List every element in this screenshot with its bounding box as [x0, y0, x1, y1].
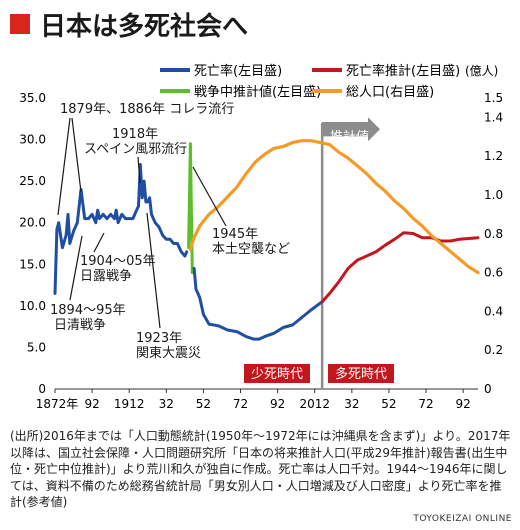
legend-label-total-population: 総人口(右目盛)	[346, 85, 434, 100]
chart-title: 日本は多死社会へ	[40, 12, 249, 42]
annotation-sino-japanese: 日清戦争	[54, 318, 106, 333]
publisher-credit: TOYOKEIZAI ONLINE	[413, 514, 512, 524]
right-axis-unit: (億人)	[465, 64, 498, 78]
right-tick-label: 0.4	[484, 304, 503, 318]
legend: 死亡率(左目盛) 死亡率推計(左目盛) 戦争中推計値(左目盛) 総人口(右目盛)…	[160, 63, 498, 100]
annotation-earthquake-year: 1923年	[136, 331, 182, 346]
annotation-air-raid: 本土空襲など	[212, 241, 290, 257]
arrow-sino-japanese	[69, 235, 83, 301]
band-high-death-label: 多死時代	[335, 366, 387, 382]
x-tick-label: 1872年	[36, 397, 79, 411]
arrow-flu	[137, 156, 141, 184]
right-tick-label: 1.5	[484, 91, 503, 105]
projection-divider: 推計値	[320, 117, 380, 389]
arrow-earthquake	[146, 212, 161, 329]
annotation-cholera: 1879年、1886年 コレラ流行	[60, 102, 234, 117]
right-tick-label: 1.4	[484, 110, 503, 124]
x-tick-label: 92	[270, 397, 285, 411]
x-tick-label: 52	[381, 397, 396, 411]
era-bands: 少死時代 多死時代	[244, 364, 394, 383]
x-tick-label: 1912	[114, 397, 145, 411]
series-layer	[53, 139, 480, 341]
band-low-death-label: 少死時代	[251, 367, 303, 382]
left-tick-label: 35.0	[19, 91, 46, 105]
series-line-2	[192, 266, 324, 341]
arrow-russo-japanese	[93, 232, 105, 253]
arrow-cholera-1886	[71, 117, 82, 193]
x-tick-label: 32	[344, 397, 359, 411]
right-tick-label: 1.0	[484, 188, 503, 202]
annotation-flu-year: 1918年	[112, 127, 158, 142]
x-tick-label: 92	[84, 397, 99, 411]
x-tick-label: 2012	[299, 397, 330, 411]
right-tick-label: 0.8	[484, 227, 503, 241]
annotation-flu: スペイン風邪流行	[84, 142, 187, 157]
x-tick-label: 92	[456, 397, 471, 411]
band-low-death-era	[244, 364, 310, 383]
series-line-3	[320, 231, 480, 304]
right-y-axis: 0 0.2 0.4 0.6 0.8 1.0 1.2 1.4 1.5	[484, 91, 503, 396]
x-tick-label: 72	[418, 397, 433, 411]
series-line-4	[188, 139, 480, 275]
left-tick-label: 30.0	[19, 133, 46, 147]
left-y-axis: 0 5.0 10.0 15.0 20.0 25.0 30.0 35.0	[19, 91, 46, 396]
legend-label-death-rate-projection: 死亡率推計(左目盛)	[346, 63, 460, 79]
x-tick-label: 32	[159, 397, 174, 411]
source-note: (出所)2016年までは「人口動態統計(1950年〜1972年には沖縄県を含まず…	[10, 429, 511, 509]
x-axis: 1872年 92 1912 32 52 72 92 2012 32 52 72 92	[36, 388, 478, 411]
annotation-sino-japanese-year: 1894〜95年	[50, 303, 126, 318]
series-line-0	[53, 163, 189, 295]
right-tick-label: 0.6	[484, 266, 503, 280]
annotation-earthquake: 関東大震災	[136, 345, 201, 361]
right-tick-label: 1.2	[484, 149, 503, 163]
left-tick-label: 0	[38, 382, 46, 396]
left-tick-label: 5.0	[27, 340, 46, 354]
title-marker	[10, 14, 30, 34]
x-tick-label: 72	[233, 397, 248, 411]
left-tick-label: 10.0	[19, 299, 46, 313]
left-tick-label: 25.0	[19, 174, 46, 188]
right-tick-label: 0.2	[484, 343, 503, 357]
annotations: 1879年、1886年 コレラ流行 1918年 スペイン風邪流行 1945年 本…	[50, 102, 290, 361]
annotation-russo-japanese-year: 1904〜05年	[80, 254, 156, 269]
series-line-1	[187, 142, 194, 275]
arrow-air-raid	[192, 166, 227, 227]
x-tick-label: 52	[196, 397, 211, 411]
legend-label-wartime-estimate: 戦争中推計値(左目盛)	[194, 84, 321, 100]
projection-label: 推計値	[330, 129, 369, 145]
right-tick-label: 0	[484, 382, 492, 396]
chart-canvas: 死亡率(左目盛) 死亡率推計(左目盛) 戦争中推計値(左目盛) 総人口(右目盛)…	[19, 63, 503, 411]
legend-label-death-rate: 死亡率(左目盛)	[194, 63, 282, 79]
annotation-air-raid-year: 1945年	[212, 227, 258, 242]
left-tick-label: 20.0	[19, 216, 46, 230]
left-tick-label: 15.0	[19, 257, 46, 271]
projection-arrow	[322, 117, 380, 142]
band-high-death-era	[328, 364, 394, 383]
annotation-russo-japanese: 日露戦争	[80, 269, 132, 284]
arrow-cholera-1879	[57, 117, 71, 216]
